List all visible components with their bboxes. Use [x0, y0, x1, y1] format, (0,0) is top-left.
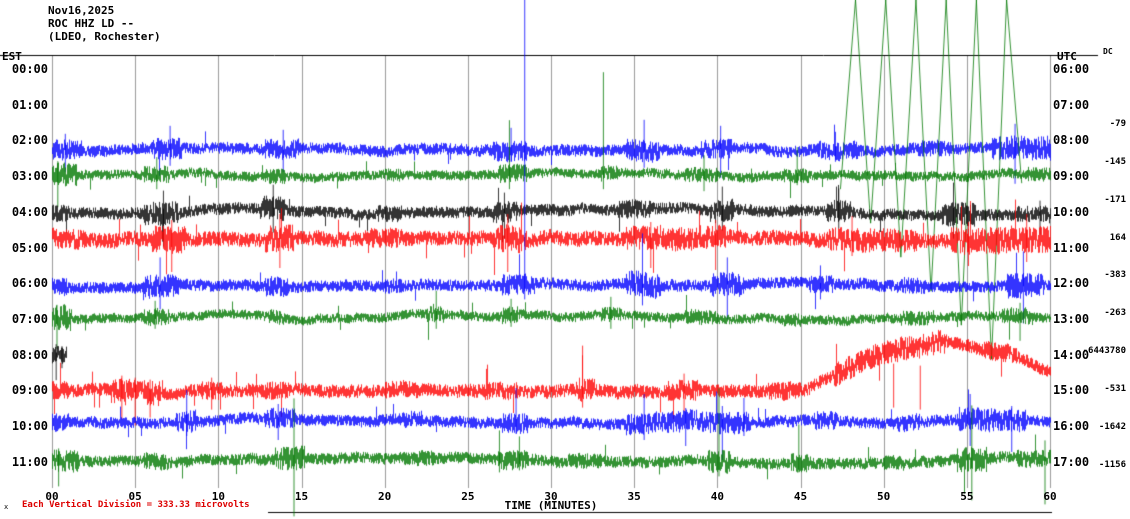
x-tick: 20: [378, 490, 392, 503]
est-time-label: 05:00: [11, 240, 48, 255]
dc-column-header: DC: [1103, 47, 1113, 56]
x-tick: 25: [461, 490, 475, 503]
utc-time-label: 17:00: [1053, 454, 1090, 469]
utc-time-label: 09:00: [1053, 169, 1090, 184]
scale-note: Each Vertical Division = 333.33 microvol…: [22, 500, 250, 510]
est-time-label: 08:00: [11, 347, 48, 362]
dc-value: 164: [1109, 232, 1126, 243]
est-time-label: 10:00: [11, 419, 48, 434]
dc-value: -171: [1104, 194, 1126, 205]
utc-time-label: 06:00: [1053, 62, 1090, 76]
utc-time-label: 12:00: [1053, 276, 1090, 291]
dc-value: -1156: [1098, 459, 1126, 470]
x-tick: 40: [710, 490, 724, 503]
x-tick: 10: [211, 490, 225, 503]
utc-time-label: 11:00: [1053, 240, 1090, 255]
est-time-label: 01:00: [11, 97, 48, 112]
est-time-label: 02:00: [11, 133, 48, 148]
right-axis-header: UTC: [1057, 50, 1077, 63]
title-block: Nov16,2025 ROC HHZ LD -- (LDEO, Rocheste…: [48, 4, 161, 43]
utc-time-labels: 06:00 07:00 08:00 09:00 10:00 11:00 12:0…: [1053, 63, 1101, 468]
est-time-label: 11:00: [11, 454, 48, 469]
dc-value: -1642: [1098, 422, 1126, 433]
utc-time-label: 08:00: [1053, 133, 1090, 148]
x-tick: 15: [294, 490, 309, 503]
utc-time-label: 15:00: [1053, 383, 1090, 398]
utc-time-label: 10:00: [1053, 204, 1090, 219]
left-axis-header: EST: [2, 50, 22, 63]
dc-value: -531: [1104, 384, 1126, 395]
x-axis-title: TIME (MINUTES): [504, 499, 598, 512]
est-time-label: 09:00: [11, 383, 48, 398]
utc-time-label: 13:00: [1053, 312, 1090, 327]
x-tick: 30: [544, 490, 558, 503]
est-time-label: 07:00: [11, 312, 48, 327]
x-tick: 50: [877, 490, 891, 503]
dc-value: -383: [1104, 270, 1126, 281]
x-tick: 35: [627, 490, 641, 503]
title-date: Nov16,2025: [48, 4, 115, 17]
est-time-label: 04:00: [11, 204, 48, 219]
x-tick: 00: [45, 490, 59, 503]
x-tick: 45: [793, 490, 808, 503]
x-tick: 55: [960, 490, 974, 503]
title-location: (LDEO, Rochester): [48, 30, 161, 43]
x-tick: 60: [1043, 490, 1057, 503]
dc-value: -79: [1109, 118, 1126, 129]
est-time-labels: 00:00 01:00 02:00 03:00 04:00 05:00 06:0…: [0, 63, 48, 468]
utc-time-label: 14:00: [1053, 347, 1090, 362]
dc-values: -79 -145 -171 164 -383 -263 -6443780 -53…: [1062, 66, 1126, 471]
x-tick: 05: [128, 490, 142, 503]
title-station: ROC HHZ LD --: [48, 17, 135, 30]
dc-value: -263: [1104, 308, 1126, 319]
utc-time-label: 07:00: [1053, 97, 1090, 112]
dc-value: -6443780: [1082, 346, 1126, 357]
x-axis-ticks: 00 05 10 15 20 25 30 35 40 45 50 55 60: [45, 490, 1056, 503]
dc-value: -145: [1104, 156, 1126, 167]
corner-mark: x: [4, 503, 9, 511]
est-time-label: 03:00: [11, 169, 48, 184]
est-time-label: 06:00: [11, 276, 48, 291]
utc-time-label: 16:00: [1053, 419, 1090, 434]
est-time-label: 00:00: [11, 62, 48, 76]
